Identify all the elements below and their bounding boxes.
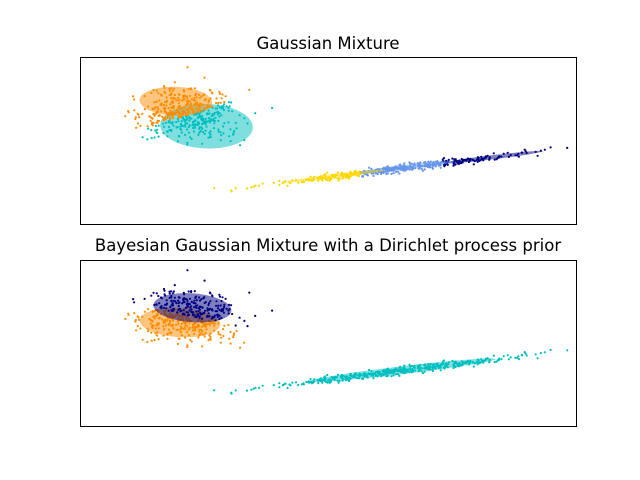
gaussian-ellipse-cyan xyxy=(309,358,496,382)
panel2-plot-area xyxy=(80,260,577,427)
panel1-title: Gaussian Mixture xyxy=(256,34,400,53)
gaussian-ellipse-gold xyxy=(285,169,386,183)
panel2-title: Bayesian Gaussian Mixture with a Dirichl… xyxy=(94,236,562,255)
panel2-canvas xyxy=(124,269,569,395)
panel1-plot-area xyxy=(80,57,577,225)
gaussian-ellipse-navy xyxy=(153,293,232,323)
gaussian-ellipse-navy xyxy=(442,150,543,164)
scatter-cluster-gold xyxy=(213,169,361,193)
gaussian-ellipse-darkorange xyxy=(139,86,213,116)
panel1-canvas xyxy=(124,66,569,193)
